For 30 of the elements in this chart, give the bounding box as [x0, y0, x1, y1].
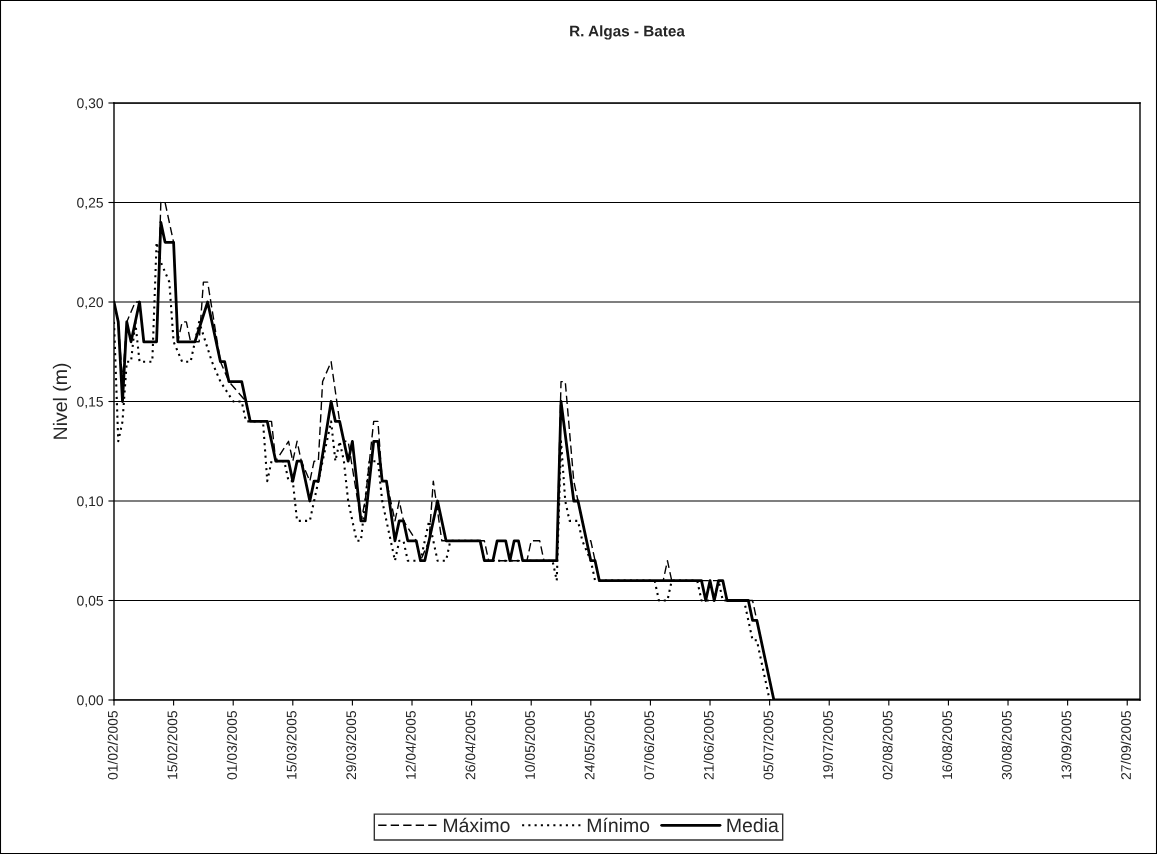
x-tick-label: 07/06/2005: [643, 710, 655, 780]
x-tick-label: 01/02/2005: [107, 710, 118, 780]
y-axis-title: Nivel (m): [52, 363, 71, 439]
legend-label: Máximo: [443, 817, 510, 833]
x-tick-label: 26/04/2005: [465, 710, 476, 780]
y-tick-label: 0,25: [77, 197, 103, 210]
x-tick-label: 21/06/2005: [703, 710, 714, 780]
x-tick-label: 13/09/2005: [1061, 710, 1072, 779]
x-tick-label: 10/05/2005: [524, 710, 535, 779]
y-tick-label: 0,05: [77, 595, 103, 608]
y-tick-label: 0,30: [77, 98, 104, 110]
y-tick-label: 0,10: [77, 496, 104, 508]
x-tick-label: 02/08/2005: [882, 710, 893, 780]
x-tick-label: 27/09/2005: [1120, 710, 1131, 780]
x-tick-label: 15/03/2005: [286, 710, 297, 779]
x-tick-label: 15/02/2005: [167, 710, 178, 779]
x-tick-label: 05/07/2005: [763, 710, 774, 780]
legend-label: Media: [727, 817, 779, 833]
y-tick-label: 0,00: [77, 695, 104, 707]
legend-label: Mínimo: [587, 817, 650, 833]
x-tick-label: 30/08/2005: [1001, 710, 1012, 780]
x-tick-label: 19/07/2005: [822, 710, 833, 779]
y-tick-label: 0,15: [77, 396, 103, 409]
x-tick-label: 12/04/2005: [405, 710, 416, 779]
x-tick-label: 29/03/2005: [345, 710, 357, 780]
x-tick-label: 01/03/2005: [226, 710, 237, 780]
y-tick-label: 0,20: [77, 297, 104, 309]
chart-title: R. Algas - Batea: [570, 25, 685, 40]
x-tick-label: 24/05/2005: [584, 710, 595, 780]
x-tick-label: 16/08/2005: [941, 710, 953, 779]
